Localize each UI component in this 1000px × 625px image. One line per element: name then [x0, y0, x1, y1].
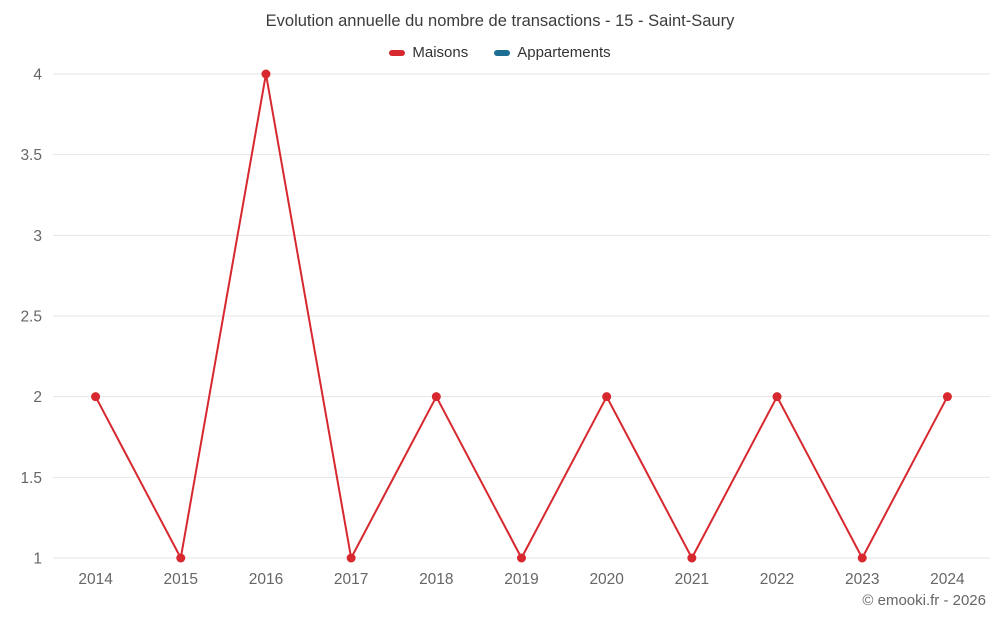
data-point[interactable]	[91, 392, 101, 402]
chart-legend: Maisons Appartements	[0, 44, 1000, 61]
data-point[interactable]	[772, 392, 782, 402]
data-point[interactable]	[857, 553, 867, 563]
data-point[interactable]	[517, 553, 526, 563]
y-axis-labels: 1 1.5 2 2.5 3 3.5 4	[20, 67, 42, 568]
y-axis-label: 1	[33, 551, 42, 568]
y-axis-label: 1.5	[20, 470, 42, 487]
x-axis-label: 2015	[164, 571, 198, 588]
x-axis-label: 2021	[675, 571, 709, 588]
x-axis-label: 2014	[78, 571, 113, 588]
y-axis-label: 2.5	[20, 309, 42, 326]
y-axis-label: 3.5	[20, 147, 42, 164]
legend-label: Appartements	[517, 44, 611, 61]
legend-item-appartements[interactable]: Appartements	[494, 44, 611, 61]
data-point[interactable]	[602, 392, 612, 402]
x-axis-label: 2017	[334, 571, 368, 588]
data-point[interactable]	[176, 553, 186, 563]
data-point[interactable]	[261, 69, 271, 79]
chart-title: Evolution annuelle du nombre de transact…	[265, 12, 735, 30]
x-axis-label: 2024	[930, 571, 965, 588]
x-axis-label: 2016	[249, 571, 283, 588]
legend-marker	[389, 49, 406, 56]
data-point[interactable]	[687, 553, 697, 563]
y-axis-label: 2	[33, 389, 42, 406]
copyright-text: © emooki.fr - 2026	[862, 592, 986, 609]
series-maisons	[91, 69, 952, 563]
data-point[interactable]	[346, 553, 356, 563]
legend-item-maisons[interactable]: Maisons	[389, 44, 468, 61]
data-point[interactable]	[431, 392, 441, 402]
x-axis-label: 2023	[845, 571, 879, 588]
y-axis-label: 3	[33, 228, 42, 245]
x-axis-label: 2020	[589, 571, 624, 588]
legend-marker	[494, 49, 511, 56]
x-axis-label: 2022	[760, 571, 794, 588]
legend-label: Maisons	[412, 44, 469, 61]
x-axis-label: 2019	[504, 571, 538, 588]
x-axis-label: 2018	[419, 571, 453, 588]
data-point[interactable]	[942, 392, 952, 402]
x-axis-labels: 2014 2015 2016 2017 2018 2019 2020 2021 2022 2023…	[78, 571, 965, 588]
y-axis-label: 4	[33, 67, 42, 84]
